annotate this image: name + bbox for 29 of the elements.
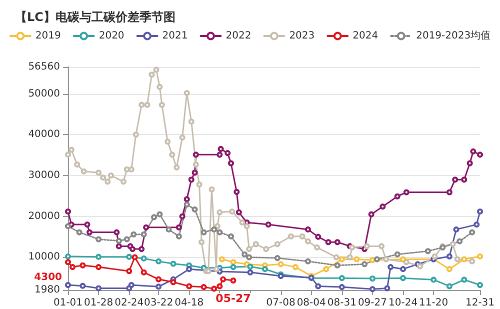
y-tick-label: 50000 — [28, 88, 60, 100]
legend-label: 2022 — [226, 30, 252, 42]
x-tick-label: 10-24 — [388, 298, 418, 308]
x-tick-label: 02-24 — [114, 298, 144, 308]
y-tick-label: 10000 — [28, 252, 60, 263]
y-tick-label: 56560 — [28, 62, 60, 72]
x-tick-label: 04-18 — [174, 298, 204, 308]
y-tick-label: 30000 — [28, 170, 60, 182]
y-tick-label: 20000 — [28, 210, 60, 222]
text: 05-27 — [216, 292, 251, 305]
legend-label: 2020 — [98, 30, 124, 42]
x-tick-label: 12-31 — [465, 298, 495, 308]
text: 4300 — [34, 272, 62, 284]
legend-label: 2024 — [352, 30, 378, 42]
x-tick-label: 09-27 — [358, 298, 388, 308]
x-tick-label: 08-04 — [296, 298, 326, 308]
legend-label: 2019 — [35, 30, 61, 42]
y-tick-label: 1980 — [34, 284, 60, 296]
legend-label: 2023 — [289, 30, 315, 42]
chart-title: 【LC】电碳与工碳价差季节图 — [15, 10, 176, 24]
x-tick-label: 11-20 — [419, 298, 448, 308]
y-tick-label: 40000 — [28, 129, 60, 140]
x-tick-label: 03-22 — [144, 298, 174, 308]
x-tick-label: 01-01 — [53, 298, 83, 308]
x-tick-label: 08-31 — [327, 298, 356, 308]
legend-label: 2019-2023均值 — [416, 30, 491, 42]
x-tick-label: 01-28 — [84, 298, 114, 308]
legend-label: 2021 — [162, 30, 188, 42]
x-tick-label: 07-08 — [266, 298, 296, 308]
